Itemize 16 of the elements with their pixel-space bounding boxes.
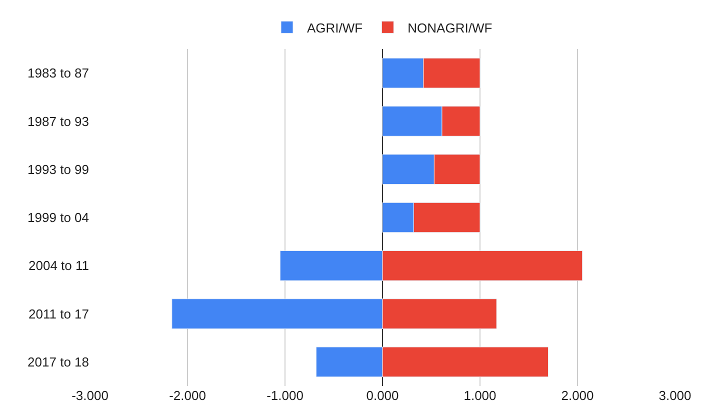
legend-label: AGRI/WF — [307, 20, 363, 36]
y-tick-label: 2004 to 11 — [28, 258, 89, 274]
x-tick-label: 3.000 — [658, 388, 692, 403]
x-tick-label: -3.000 — [72, 388, 108, 403]
y-tick-label: 1987 to 93 — [28, 114, 89, 129]
y-tick-label: 1983 to 87 — [28, 66, 89, 81]
y-tick-label: 2017 to 18 — [28, 354, 89, 370]
y-tick-label: 1993 to 99 — [28, 162, 89, 177]
legend-label: NONAGRI/WF — [408, 20, 492, 36]
y-tick-label: 1999 to 04 — [28, 210, 89, 226]
x-tick-label: -1.000 — [266, 388, 304, 403]
x-tick-label: -2.000 — [169, 388, 206, 403]
x-tick-label: 2.000 — [561, 388, 594, 403]
x-tick-label: 1.000 — [464, 388, 496, 403]
y-tick-label: 2011 to 17 — [28, 306, 89, 322]
x-tick-label: 0.000 — [366, 388, 399, 403]
